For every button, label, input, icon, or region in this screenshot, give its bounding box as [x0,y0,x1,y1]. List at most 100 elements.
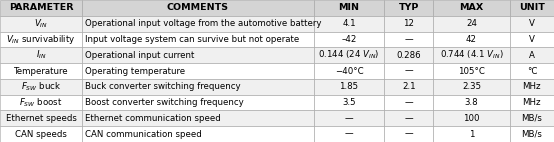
Bar [0,0,82,16]
Bar [433,126,510,142]
Text: UNIT: UNIT [519,3,545,12]
Bar [314,16,384,32]
Bar [384,126,433,142]
Text: 42: 42 [466,35,477,44]
Bar [0,32,82,47]
Text: 3.5: 3.5 [342,98,356,107]
Bar [314,126,384,142]
Bar [510,0,554,16]
Text: CAN speeds: CAN speeds [15,130,67,139]
Text: Input voltage system can survive but not operate: Input voltage system can survive but not… [85,35,299,44]
Text: CAN communication speed: CAN communication speed [85,130,202,139]
Bar [82,126,314,142]
Text: Ethernet communication speed: Ethernet communication speed [85,114,220,123]
Bar [0,79,82,95]
Text: —: — [404,66,413,76]
Bar [433,110,510,126]
Bar [433,16,510,32]
Text: MB/s: MB/s [521,130,542,139]
Text: 12: 12 [403,19,414,28]
Bar [314,47,384,63]
Bar [314,32,384,47]
Bar [384,32,433,47]
Text: V: V [529,19,535,28]
Bar [510,126,554,142]
Bar [0,126,82,142]
Text: MAX: MAX [459,3,484,12]
Bar [510,110,554,126]
Text: TYP: TYP [399,3,419,12]
Bar [314,79,384,95]
Text: Operational input current: Operational input current [85,51,194,60]
Text: COMMENTS: COMMENTS [167,3,229,12]
Bar [0,110,82,126]
Bar [384,95,433,110]
Bar [384,16,433,32]
Bar [0,47,82,63]
Text: 4.1: 4.1 [342,19,356,28]
Bar [384,79,433,95]
Text: A: A [529,51,535,60]
Text: –42: –42 [341,35,357,44]
Text: —: — [404,130,413,139]
Text: °C: °C [527,66,537,76]
Bar [0,63,82,79]
Bar [384,63,433,79]
Text: —: — [404,35,413,44]
Bar [510,79,554,95]
Text: 1: 1 [469,130,474,139]
Bar [433,63,510,79]
Bar [82,79,314,95]
Bar [433,32,510,47]
Text: MHz: MHz [522,82,541,91]
Bar [510,47,554,63]
Text: $F_{SW}$ buck: $F_{SW}$ buck [21,81,61,93]
Bar [0,95,82,110]
Bar [82,32,314,47]
Text: MB/s: MB/s [521,114,542,123]
Text: 0.286: 0.286 [397,51,421,60]
Bar [82,110,314,126]
Bar [510,95,554,110]
Bar [384,110,433,126]
Text: MIN: MIN [338,3,360,12]
Text: $F_{SW}$ boost: $F_{SW}$ boost [19,96,63,109]
Text: 3.8: 3.8 [465,98,478,107]
Text: Temperature: Temperature [14,66,68,76]
Text: Boost converter switching frequency: Boost converter switching frequency [85,98,244,107]
Text: 0.744 (4.1 $V_{IN}$): 0.744 (4.1 $V_{IN}$) [440,49,503,61]
Bar [314,110,384,126]
Bar [433,0,510,16]
Bar [510,16,554,32]
Bar [433,79,510,95]
Text: V: V [529,35,535,44]
Text: —: — [345,114,353,123]
Bar [433,47,510,63]
Text: —: — [404,98,413,107]
Text: Operational input voltage from the automotive battery: Operational input voltage from the autom… [85,19,321,28]
Bar [82,47,314,63]
Text: —: — [404,114,413,123]
Text: Ethernet speeds: Ethernet speeds [6,114,76,123]
Text: 2.35: 2.35 [462,82,481,91]
Text: 24: 24 [466,19,477,28]
Text: 0.144 (24 $V_{IN}$): 0.144 (24 $V_{IN}$) [318,49,380,61]
Text: 100: 100 [463,114,480,123]
Bar [314,95,384,110]
Bar [314,0,384,16]
Bar [82,0,314,16]
Bar [510,63,554,79]
Text: PARAMETER: PARAMETER [9,3,73,12]
Bar [82,63,314,79]
Bar [82,95,314,110]
Text: —: — [345,130,353,139]
Bar [433,95,510,110]
Bar [510,32,554,47]
Text: $V_{IN}$ survivability: $V_{IN}$ survivability [6,33,76,46]
Text: −40°C: −40°C [335,66,363,76]
Bar [384,47,433,63]
Text: $V_{IN}$: $V_{IN}$ [34,17,48,30]
Text: 2.1: 2.1 [402,82,416,91]
Bar [384,0,433,16]
Bar [0,16,82,32]
